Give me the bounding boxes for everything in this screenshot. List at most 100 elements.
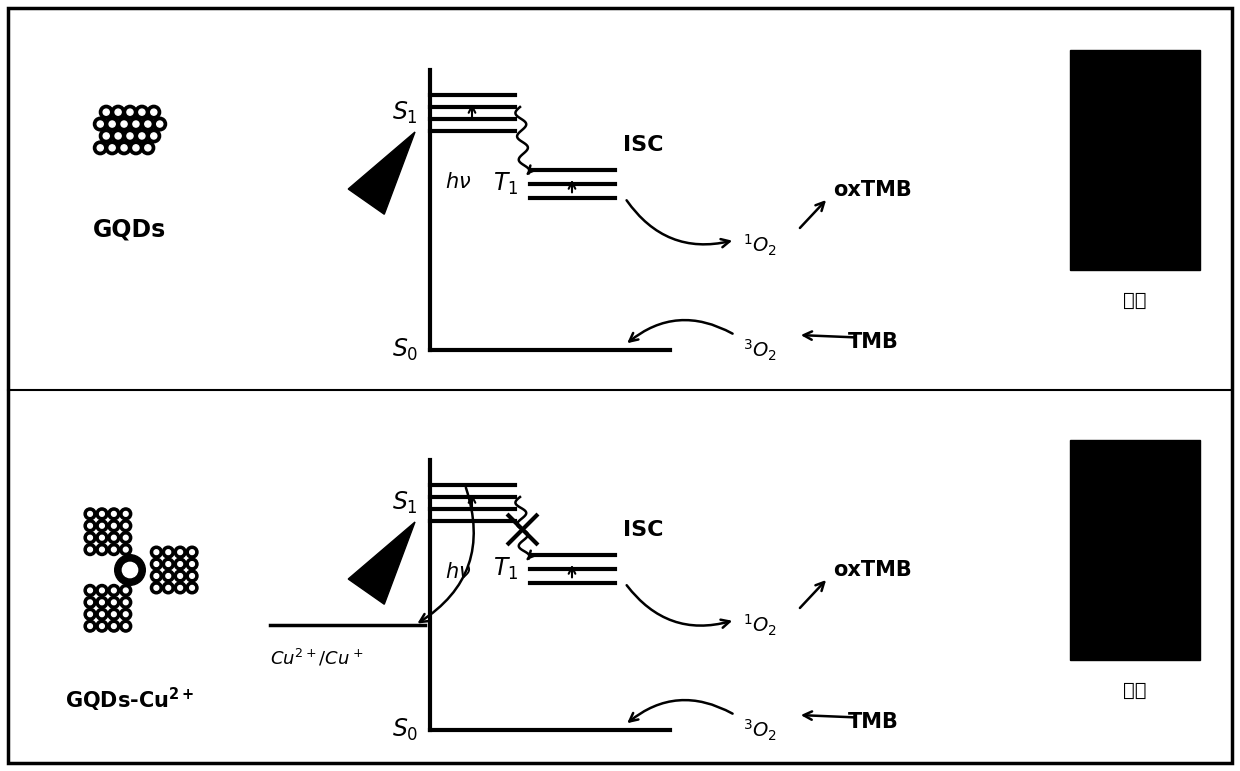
Circle shape	[120, 597, 131, 608]
Circle shape	[108, 620, 120, 632]
Text: TMB: TMB	[848, 712, 899, 732]
Circle shape	[166, 561, 171, 567]
Circle shape	[84, 508, 95, 520]
Circle shape	[135, 130, 149, 143]
Text: TMB: TMB	[848, 332, 899, 352]
Circle shape	[103, 133, 109, 139]
Circle shape	[84, 532, 95, 544]
Circle shape	[177, 585, 182, 591]
Circle shape	[112, 106, 125, 119]
Circle shape	[99, 547, 104, 552]
Circle shape	[145, 121, 151, 127]
Text: 蓝色: 蓝色	[1123, 291, 1147, 309]
Circle shape	[153, 117, 166, 131]
Circle shape	[108, 508, 120, 520]
Circle shape	[112, 535, 117, 540]
Circle shape	[99, 588, 104, 593]
Circle shape	[95, 597, 108, 608]
Circle shape	[129, 141, 143, 155]
Circle shape	[99, 511, 104, 517]
Circle shape	[190, 561, 195, 567]
Circle shape	[112, 524, 117, 528]
Circle shape	[123, 588, 128, 593]
Circle shape	[84, 597, 95, 608]
Circle shape	[139, 133, 145, 139]
Circle shape	[97, 145, 103, 151]
Circle shape	[84, 584, 95, 597]
Circle shape	[105, 141, 119, 155]
Circle shape	[114, 554, 145, 585]
Circle shape	[186, 546, 198, 558]
Circle shape	[99, 106, 113, 119]
Circle shape	[150, 546, 162, 558]
Circle shape	[123, 624, 128, 628]
Bar	[1070, 440, 1200, 660]
Circle shape	[88, 612, 93, 617]
Circle shape	[99, 600, 104, 604]
Text: ISC: ISC	[622, 520, 663, 540]
Text: $^3O_2$: $^3O_2$	[743, 338, 777, 362]
Circle shape	[150, 582, 162, 594]
Circle shape	[186, 570, 198, 582]
Circle shape	[166, 574, 171, 578]
Text: $^1O_2$: $^1O_2$	[743, 612, 777, 638]
Circle shape	[120, 544, 131, 556]
Circle shape	[115, 133, 122, 139]
Circle shape	[88, 547, 93, 552]
Circle shape	[93, 117, 107, 131]
Circle shape	[99, 612, 104, 617]
Text: $T_1$: $T_1$	[492, 171, 518, 197]
Circle shape	[177, 561, 182, 567]
Circle shape	[151, 133, 156, 139]
Circle shape	[151, 109, 156, 115]
Circle shape	[123, 562, 138, 577]
Bar	[1070, 50, 1200, 270]
Circle shape	[123, 612, 128, 617]
Circle shape	[190, 574, 195, 578]
Text: 无色: 无色	[1123, 681, 1147, 699]
Circle shape	[112, 588, 117, 593]
Circle shape	[88, 524, 93, 528]
Circle shape	[126, 109, 133, 115]
Circle shape	[112, 547, 117, 552]
Circle shape	[148, 106, 161, 119]
Circle shape	[162, 570, 174, 582]
Circle shape	[186, 558, 198, 570]
Circle shape	[95, 520, 108, 532]
Circle shape	[115, 109, 122, 115]
Circle shape	[162, 558, 174, 570]
Text: $\mathbf{GQDs}$-$\mathbf{Cu^{2+}}$: $\mathbf{GQDs}$-$\mathbf{Cu^{2+}}$	[66, 686, 195, 714]
Circle shape	[112, 130, 125, 143]
Circle shape	[99, 524, 104, 528]
Circle shape	[141, 117, 155, 131]
Circle shape	[108, 584, 120, 597]
Circle shape	[95, 608, 108, 620]
Circle shape	[162, 582, 174, 594]
Circle shape	[123, 524, 128, 528]
Circle shape	[109, 121, 115, 127]
Circle shape	[174, 546, 186, 558]
Circle shape	[88, 511, 93, 517]
Circle shape	[120, 508, 131, 520]
Circle shape	[177, 574, 182, 578]
Circle shape	[166, 550, 171, 554]
Text: $h\nu$: $h\nu$	[445, 172, 471, 192]
Text: $T_1$: $T_1$	[492, 556, 518, 582]
Text: $^3O_2$: $^3O_2$	[743, 717, 777, 742]
Circle shape	[129, 117, 143, 131]
Circle shape	[177, 550, 182, 554]
Circle shape	[84, 620, 95, 632]
Circle shape	[105, 117, 119, 131]
Text: $S_0$: $S_0$	[392, 337, 418, 363]
Circle shape	[133, 145, 139, 151]
Circle shape	[123, 511, 128, 517]
Text: $^1O_2$: $^1O_2$	[743, 232, 777, 258]
Polygon shape	[348, 132, 415, 214]
Circle shape	[109, 145, 115, 151]
Circle shape	[95, 584, 108, 597]
Circle shape	[166, 585, 171, 591]
Circle shape	[103, 109, 109, 115]
Text: $S_0$: $S_0$	[392, 717, 418, 743]
Circle shape	[93, 141, 107, 155]
Circle shape	[95, 620, 108, 632]
